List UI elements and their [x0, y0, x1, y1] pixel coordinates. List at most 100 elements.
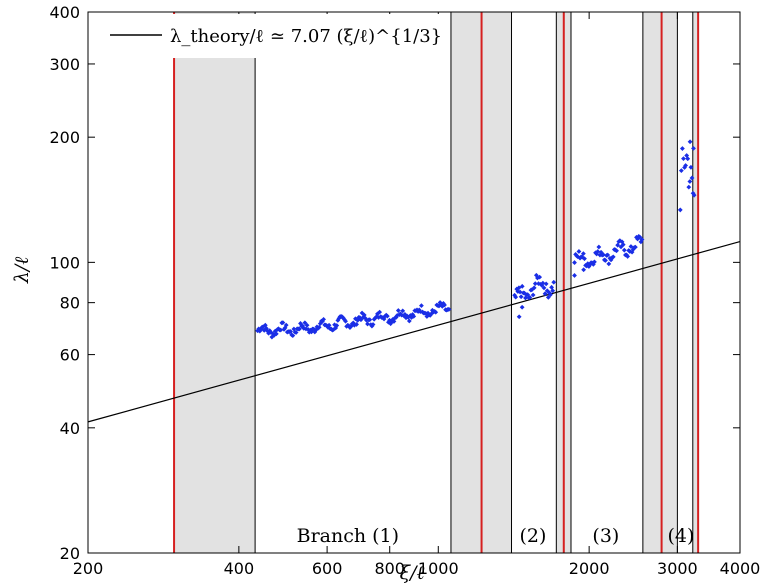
data-point-27 — [283, 322, 289, 328]
data-point-66 — [326, 322, 332, 328]
data-point-175 — [446, 306, 452, 312]
data-point-193 — [530, 292, 536, 298]
data-point-156 — [425, 310, 431, 316]
y-tick-label: 300 — [49, 55, 80, 74]
x-tick-label: 400 — [224, 559, 255, 578]
data-point-213 — [572, 260, 577, 265]
data-point-127 — [393, 314, 399, 320]
branch-label: (4) — [668, 525, 695, 547]
band-boundary-lines — [254, 12, 694, 553]
data-point-251 — [614, 248, 619, 254]
data-point-143 — [411, 313, 417, 319]
data-point-235 — [596, 244, 602, 250]
data-point-103 — [367, 317, 373, 323]
data-point-46 — [304, 322, 310, 328]
x-tick-label: 1000 — [418, 559, 459, 578]
data-point-274 — [639, 237, 645, 242]
data-point-169 — [439, 303, 445, 309]
data-point-39 — [296, 326, 302, 332]
data-point-272 — [637, 234, 643, 240]
data-point-239 — [600, 252, 606, 258]
data-point-290 — [519, 304, 525, 310]
data-point-119 — [384, 313, 390, 319]
data-point-74 — [335, 317, 341, 323]
theory-line — [87, 240, 741, 423]
data-point-205 — [543, 281, 549, 287]
data-point-211 — [550, 288, 556, 294]
data-point-24 — [280, 320, 286, 326]
branch-label: (2) — [520, 525, 547, 547]
data-point-286 — [689, 175, 695, 181]
data-point-33 — [290, 333, 296, 339]
data-point-204 — [542, 291, 548, 297]
data-points — [255, 139, 697, 340]
data-point-36 — [293, 330, 299, 335]
data-point-285 — [688, 164, 694, 170]
data-point-14 — [269, 334, 275, 340]
x-tick-label: 2000 — [569, 559, 610, 578]
data-point-57 — [316, 324, 322, 330]
data-point-207 — [545, 295, 551, 300]
data-point-234 — [595, 249, 601, 254]
data-point-183 — [519, 283, 525, 289]
branch-label: (3) — [592, 525, 619, 547]
data-point-220 — [579, 254, 585, 260]
data-point-246 — [608, 257, 614, 263]
x-tick-label: 200 — [73, 559, 104, 578]
shaded-band-5 — [692, 12, 699, 553]
data-point-280 — [683, 163, 689, 168]
data-point-168 — [438, 301, 444, 307]
data-point-248 — [610, 254, 616, 260]
x-tick-label: 800 — [374, 559, 405, 578]
data-point-217 — [576, 249, 582, 254]
data-point-139 — [406, 318, 412, 324]
data-point-222 — [582, 256, 587, 262]
data-point-125 — [391, 319, 397, 324]
y-tick-label: 40 — [60, 419, 80, 438]
data-point-48 — [306, 329, 312, 335]
data-point-109 — [373, 314, 379, 320]
tick-labels: 200 400 600 800 1000 2000 3000 4000 20 40 60 80 100 2… — [49, 3, 760, 578]
data-point-293 — [687, 139, 693, 145]
shaded-band-4 — [642, 12, 678, 553]
plot-frame — [87, 11, 741, 554]
x-tick-label: 4000 — [720, 559, 761, 578]
theory-line-group — [87, 240, 741, 423]
data-point-275 — [677, 207, 683, 213]
data-point-91 — [354, 322, 359, 327]
data-point-243 — [605, 252, 611, 258]
y-tick-label: 60 — [60, 346, 80, 365]
data-point-81 — [343, 318, 348, 324]
data-point-281 — [684, 153, 690, 158]
data-point-279 — [682, 165, 687, 170]
data-point-18 — [273, 331, 279, 337]
data-point-182 — [518, 294, 524, 300]
legend-label: λ_theory/ℓ ≃ 7.07 (ξ/ℓ)^{1/3} — [170, 26, 442, 47]
data-point-261 — [625, 254, 631, 259]
data-point-199 — [537, 274, 543, 280]
data-point-209 — [548, 292, 553, 298]
data-point-180 — [516, 285, 522, 291]
data-point-177 — [513, 294, 519, 300]
shaded-bands — [174, 12, 699, 553]
data-point-276 — [678, 168, 684, 174]
data-point-258 — [621, 247, 627, 253]
data-point-257 — [620, 242, 626, 248]
data-point-252 — [615, 242, 621, 248]
data-point-194 — [531, 285, 537, 291]
data-point-202 — [540, 280, 546, 286]
data-point-241 — [603, 258, 608, 263]
data-point-70 — [331, 327, 336, 333]
data-point-101 — [365, 321, 370, 327]
data-point-288 — [691, 192, 697, 198]
data-point-106 — [370, 322, 376, 327]
data-point-221 — [580, 251, 586, 257]
data-point-190 — [527, 295, 533, 300]
y-tick-label: 80 — [60, 294, 80, 313]
data-point-196 — [533, 272, 539, 278]
data-point-195 — [532, 281, 538, 287]
x-axis-label: ξ/ℓ — [400, 562, 425, 584]
x-tick-label: 600 — [312, 559, 343, 578]
data-point-133 — [400, 308, 406, 314]
